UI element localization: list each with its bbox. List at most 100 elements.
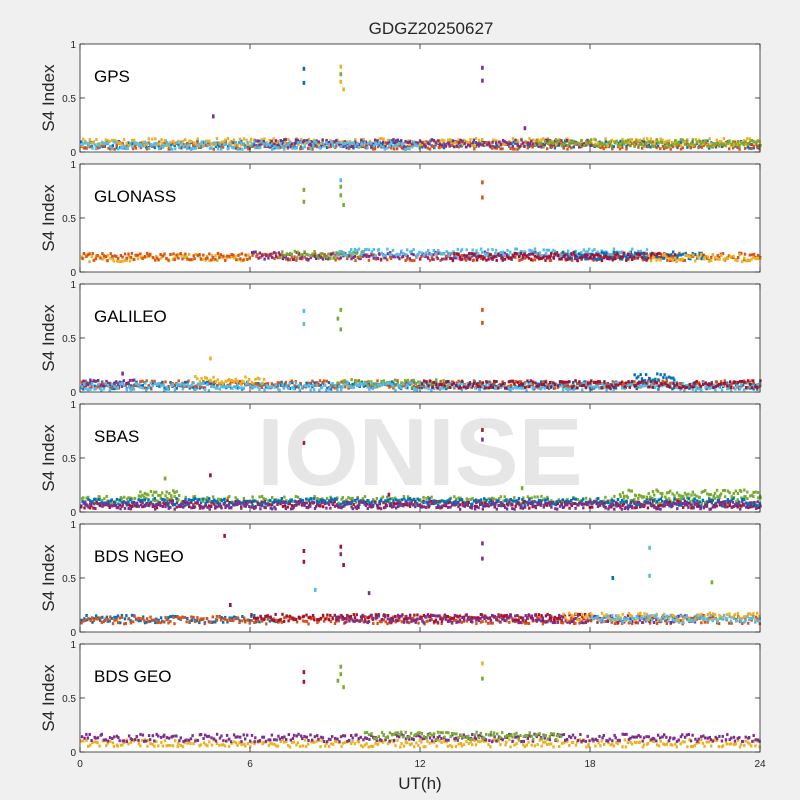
data-point xyxy=(251,253,254,257)
data-point xyxy=(393,141,397,145)
data-point xyxy=(177,256,180,260)
data-point xyxy=(287,500,291,504)
data-point xyxy=(173,502,176,506)
data-point xyxy=(370,253,373,257)
data-point xyxy=(542,383,545,386)
data-point xyxy=(461,139,464,143)
data-point xyxy=(616,498,620,502)
data-point xyxy=(620,383,624,387)
data-point xyxy=(594,385,598,389)
data-point xyxy=(657,498,660,502)
data-point xyxy=(738,147,741,151)
data-point xyxy=(726,505,729,509)
data-point xyxy=(85,503,88,507)
data-point xyxy=(368,139,372,143)
data-point xyxy=(432,253,435,257)
data-point xyxy=(694,388,697,392)
data-point xyxy=(330,140,333,144)
data-point xyxy=(706,255,710,259)
baseline-points xyxy=(80,137,762,151)
data-point xyxy=(626,504,629,508)
data-point xyxy=(203,388,207,391)
y-tick-label: 0.5 xyxy=(62,214,76,225)
data-point xyxy=(282,386,286,390)
data-point xyxy=(384,145,387,148)
data-point xyxy=(260,386,264,389)
data-point xyxy=(693,144,696,148)
data-point xyxy=(384,256,387,260)
data-point xyxy=(85,255,88,259)
data-point xyxy=(684,251,687,255)
data-point xyxy=(335,142,339,146)
data-point xyxy=(280,380,283,384)
data-point xyxy=(539,257,543,261)
data-point xyxy=(597,145,600,148)
data-point xyxy=(407,139,410,143)
data-point xyxy=(247,147,250,151)
data-point xyxy=(283,147,286,151)
data-point xyxy=(412,384,416,388)
data-point xyxy=(279,142,282,145)
data-point xyxy=(336,386,339,390)
data-point xyxy=(85,387,88,391)
data-point xyxy=(748,259,751,263)
data-point xyxy=(387,381,390,385)
data-point xyxy=(501,250,505,254)
data-point xyxy=(679,138,682,142)
data-point xyxy=(525,254,528,258)
data-point xyxy=(695,379,698,383)
data-point xyxy=(554,138,558,142)
data-point xyxy=(372,144,376,148)
data-point xyxy=(139,503,143,507)
data-point xyxy=(523,142,526,146)
data-point xyxy=(184,501,187,505)
data-point xyxy=(403,382,407,386)
data-point xyxy=(259,255,262,259)
data-point xyxy=(743,380,746,384)
data-point xyxy=(667,375,671,379)
spike-point xyxy=(481,78,484,83)
data-point xyxy=(349,502,352,506)
data-point xyxy=(503,386,507,390)
data-point xyxy=(557,142,561,146)
data-point xyxy=(685,500,689,504)
data-point xyxy=(576,382,579,386)
data-point xyxy=(542,248,545,252)
data-point xyxy=(715,138,718,142)
data-point xyxy=(337,501,340,505)
data-point xyxy=(215,384,219,388)
data-point xyxy=(710,381,713,384)
data-point xyxy=(193,497,197,500)
data-point xyxy=(293,255,296,259)
data-point xyxy=(484,383,488,387)
data-point xyxy=(686,145,689,149)
data-point xyxy=(633,373,636,377)
data-point xyxy=(642,137,646,141)
data-point xyxy=(111,138,114,142)
data-point xyxy=(258,377,261,381)
data-point xyxy=(743,146,747,150)
data-point xyxy=(475,382,478,386)
data-point xyxy=(645,248,649,252)
data-point xyxy=(659,497,662,501)
data-point xyxy=(279,499,282,503)
data-point xyxy=(673,499,676,502)
data-point xyxy=(663,256,666,260)
data-point xyxy=(495,255,498,258)
data-point xyxy=(537,384,540,388)
data-point xyxy=(264,382,268,386)
data-point xyxy=(147,386,150,390)
data-point xyxy=(327,387,331,391)
data-point xyxy=(115,497,119,501)
data-point xyxy=(639,142,643,146)
data-point xyxy=(531,145,534,149)
data-point xyxy=(612,145,615,149)
data-point xyxy=(174,147,177,151)
data-point xyxy=(410,259,413,263)
data-point xyxy=(681,382,685,386)
data-point xyxy=(93,502,96,506)
data-point xyxy=(395,144,399,148)
data-point xyxy=(130,500,134,504)
data-point xyxy=(648,501,652,505)
data-point xyxy=(82,501,85,505)
